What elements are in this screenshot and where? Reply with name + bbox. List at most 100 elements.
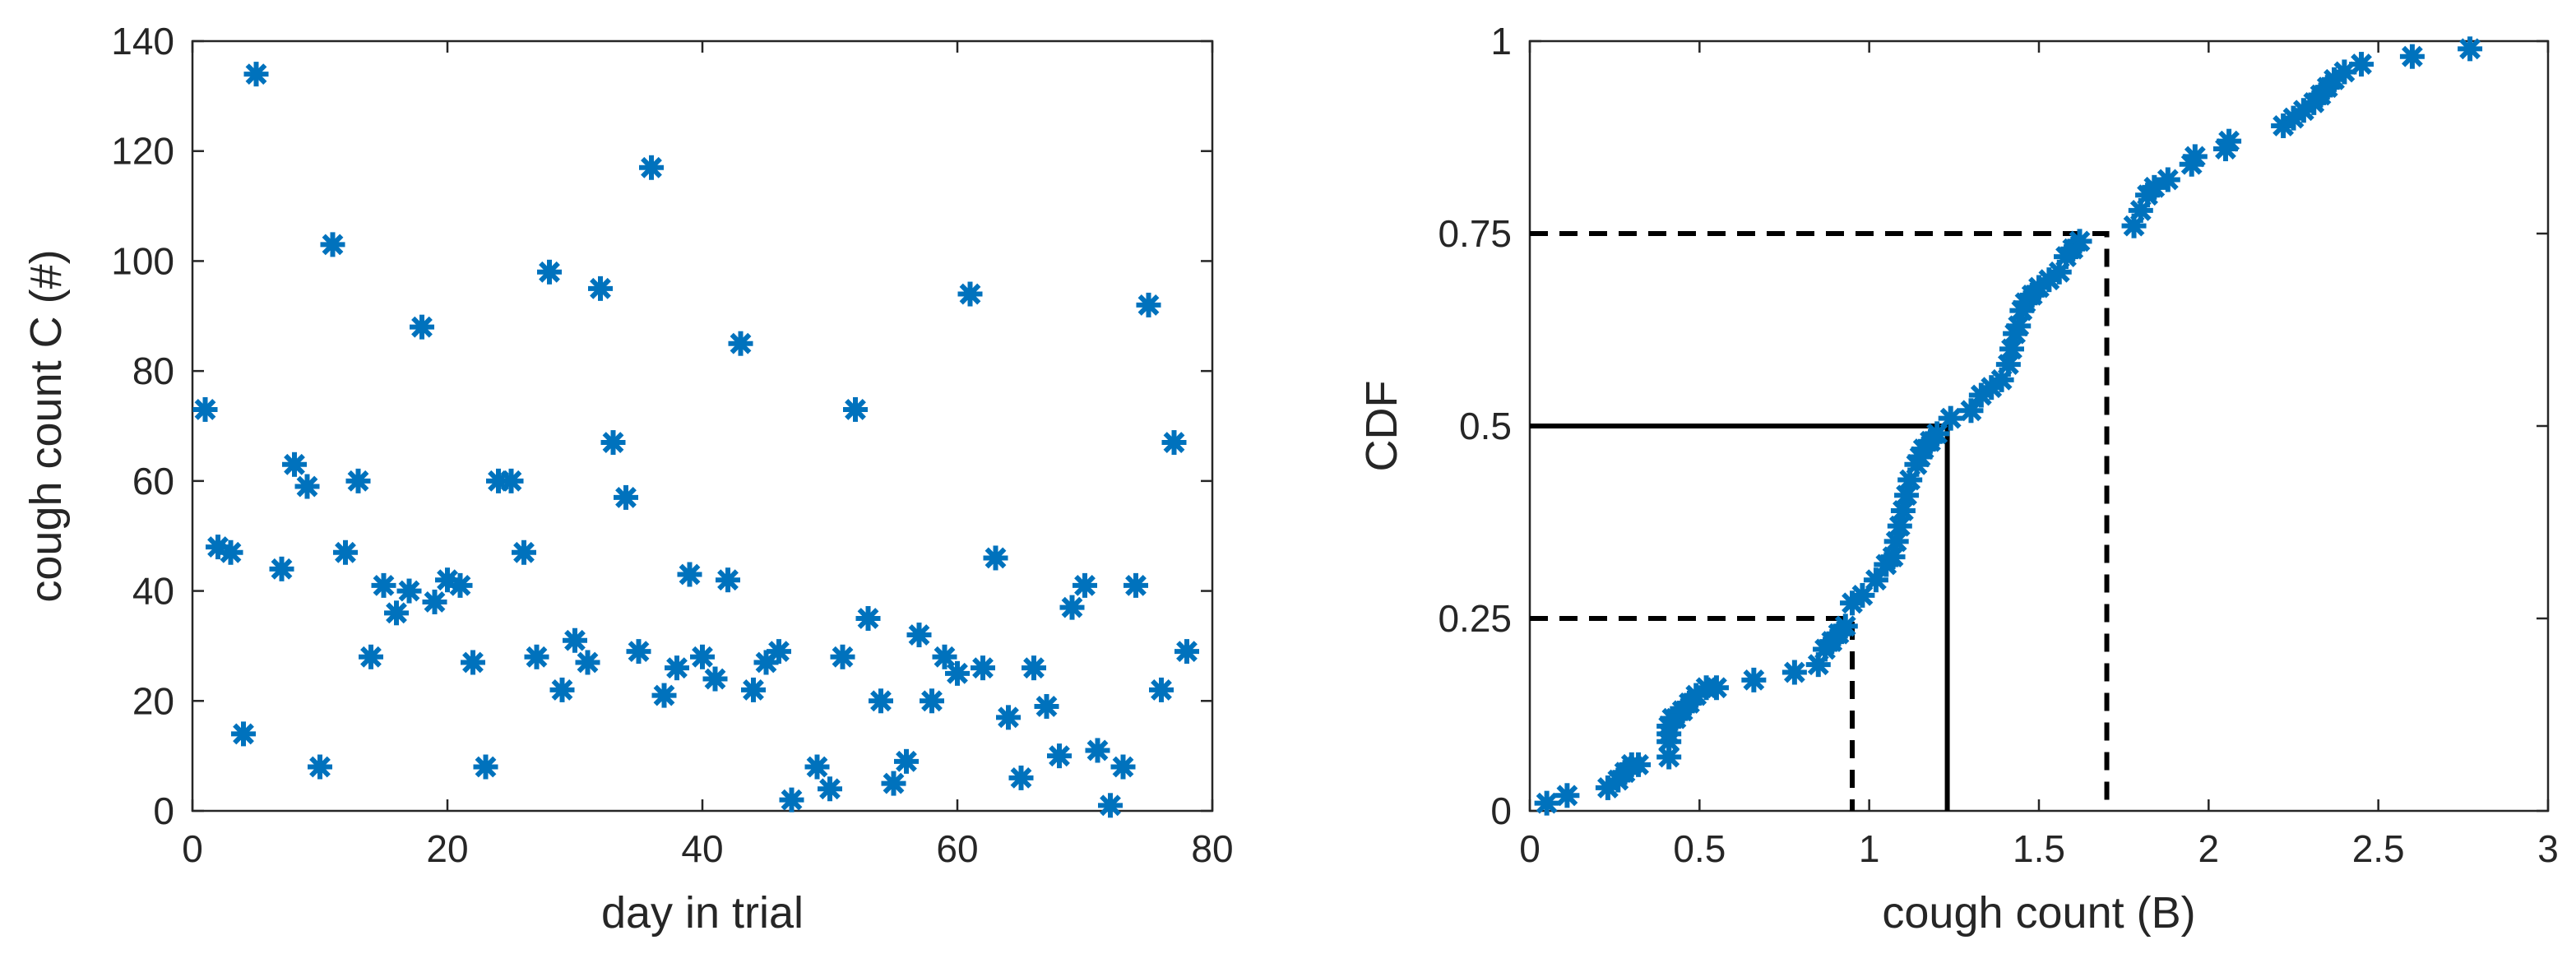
data-point: [192, 396, 218, 422]
data-point: [371, 572, 396, 598]
x-tick-label: 3: [2537, 827, 2559, 870]
data-point: [869, 688, 893, 714]
data-point: [282, 451, 307, 477]
data-point: [1047, 743, 1072, 769]
data-point: [1850, 582, 1875, 608]
x-tick-label: 0: [182, 827, 203, 870]
data-point: [2458, 36, 2483, 62]
data-point: [614, 484, 638, 510]
data-point: [626, 639, 651, 664]
data-point: [549, 677, 575, 702]
data-point: [843, 396, 868, 422]
axes-box: [191, 39, 1214, 813]
data-point: [1136, 292, 1161, 317]
data-point: [1110, 754, 1136, 780]
data-point: [2349, 52, 2374, 77]
data-point: [1880, 544, 1906, 570]
data-point: [983, 545, 1008, 571]
data-point: [665, 655, 689, 681]
x-tick-label: 2: [2198, 827, 2220, 870]
data-point: [384, 600, 409, 626]
data-point: [1161, 430, 1187, 456]
data-point: [804, 754, 830, 780]
y-tick-label: 0.5: [1459, 405, 1512, 447]
y-tick-label: 20: [132, 679, 174, 722]
data-point: [524, 644, 549, 669]
quantile-line-0-75: [1530, 231, 2110, 811]
data-point: [473, 754, 498, 780]
data-point: [1626, 752, 1652, 777]
data-point: [269, 556, 294, 581]
data-point: [2155, 167, 2180, 192]
data-point: [359, 644, 383, 669]
quantile-line-0-5: [1530, 424, 1950, 811]
data-point: [830, 644, 855, 669]
data-point: [422, 589, 447, 614]
data-point: [218, 539, 243, 565]
data-point: [1995, 352, 2021, 377]
data-point: [894, 748, 919, 774]
x-tick-label: 0.5: [1673, 827, 1726, 870]
data-point: [971, 655, 995, 681]
x-tick-label: 20: [426, 827, 468, 870]
data-point: [855, 606, 881, 631]
data-point: [639, 155, 664, 180]
y-axis-label: CDF: [1357, 381, 1406, 472]
data-point: [1124, 572, 1148, 598]
y-tick-label: 40: [132, 570, 174, 613]
data-point: [231, 721, 256, 747]
data-point: [575, 650, 600, 675]
data-point: [1781, 660, 1807, 685]
data-point: [410, 314, 434, 340]
data-point: [677, 562, 702, 587]
data-point: [690, 644, 715, 669]
y-axis-label: cough count C (#): [21, 249, 71, 602]
data-point: [920, 688, 944, 714]
data-point: [767, 639, 791, 664]
y-tick-label: 0: [153, 789, 174, 832]
x-tick-label: 80: [1191, 827, 1233, 870]
data-point: [996, 705, 1021, 730]
data-point: [308, 754, 332, 780]
data-point: [1534, 790, 1559, 816]
data-point: [1174, 639, 1199, 664]
data-point: [1022, 655, 1046, 681]
scatter-panel: 0 20 40 60 80 0 20 40 60 80 100 120 140 day in trial c…: [21, 20, 1234, 938]
data-point: [294, 474, 320, 499]
data-point: [1832, 614, 1858, 639]
x-axis-label: cough count (B): [1882, 888, 2195, 938]
data-point: [498, 468, 524, 493]
data-point: [461, 650, 485, 675]
data-point: [512, 539, 536, 565]
data-point: [945, 660, 970, 686]
data-point: [932, 644, 957, 669]
data-point: [1883, 529, 1909, 554]
data-point: [1741, 667, 1767, 692]
x-tick-label: 1.5: [2013, 827, 2065, 870]
y-tick-label: 0: [1490, 789, 1512, 832]
data-point: [716, 567, 740, 593]
data-point: [1703, 675, 1729, 701]
data-point: [728, 331, 753, 356]
data-point: [1863, 567, 1888, 593]
data-point: [320, 232, 345, 257]
data-point: [1085, 738, 1110, 763]
data-point: [1890, 498, 1916, 523]
x-tick-label: 0: [1519, 827, 1541, 870]
y-tick-label: 0.75: [1438, 212, 1512, 255]
y-tick-label: 120: [111, 130, 174, 173]
data-point: [588, 276, 613, 301]
data-point: [563, 627, 587, 653]
x-axis-label: day in trial: [601, 888, 804, 938]
data-point: [1894, 483, 1920, 508]
data-point: [1008, 765, 1034, 790]
data-point: [600, 430, 626, 456]
data-point: [779, 787, 804, 813]
data-point: [1059, 595, 1085, 620]
data-point: [2182, 144, 2208, 169]
x-tick-label: 40: [681, 827, 723, 870]
x-tick-label: 1: [1859, 827, 1880, 870]
data-point: [447, 572, 473, 598]
